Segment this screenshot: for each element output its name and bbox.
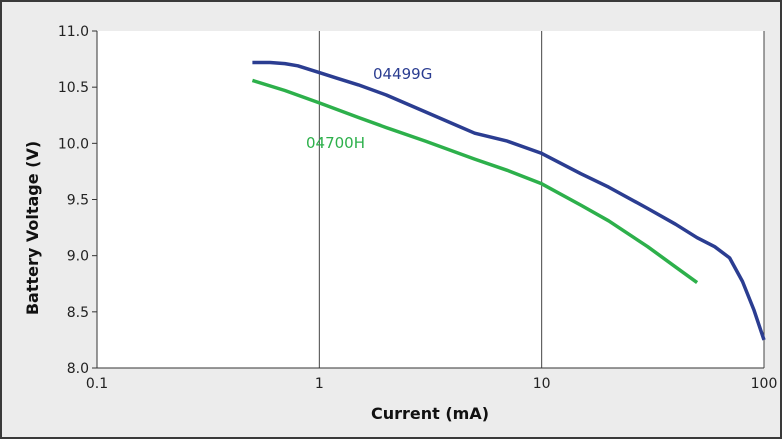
x-tick-label-1: 1: [315, 376, 324, 392]
series-line-04700h: [251, 78, 699, 285]
x-tick-label-2: 10: [533, 376, 551, 392]
y-tick-label-5: 10.5: [58, 80, 89, 96]
y-tick-label-1: 8.5: [67, 305, 89, 321]
series-label-04700h: 04700H: [306, 134, 365, 152]
x-tick-label-3: 100: [751, 376, 778, 392]
y-tick-label-2: 9.0: [67, 249, 89, 265]
series-lines: [251, 60, 766, 341]
series-label-04499g: 04499G: [373, 65, 432, 83]
y-tick-label-3: 9.5: [67, 193, 89, 209]
x-tick-label-0: 0.1: [86, 376, 108, 392]
tick-labels: 0.1 1 10 100 8.0 8.5 9.0 9.5 10.0 10.5 11.0: [58, 24, 778, 392]
plot-area: [97, 31, 764, 368]
axes: [92, 30, 764, 369]
series-line-04499g: [252, 60, 766, 341]
y-axis-title: Battery Voltage (V): [23, 141, 42, 315]
y-tick-label-0: 8.0: [67, 361, 89, 377]
grid-lines: [318, 31, 765, 368]
y-tick-label-4: 10.0: [58, 136, 89, 152]
y-tick-label-6: 11.0: [58, 24, 89, 40]
x-axis-title: Current (mA): [371, 404, 489, 423]
